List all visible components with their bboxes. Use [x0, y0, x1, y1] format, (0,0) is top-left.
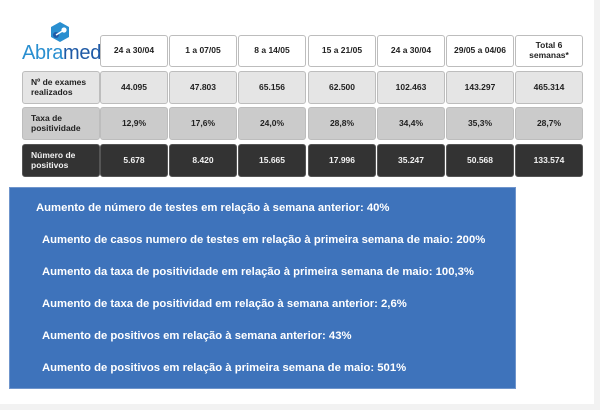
table-cell: 47.803 [169, 71, 237, 104]
table-cell: 62.500 [308, 71, 376, 104]
highlight-item: Aumento da taxa de positividade em relaç… [42, 266, 474, 278]
abramed-logo: Abramed [22, 22, 102, 68]
table-cell: 28,8% [308, 107, 376, 140]
column-header: 1 a 07/05 [169, 35, 237, 67]
table-cell: 44.095 [100, 71, 168, 104]
table-cell: 17.996 [308, 144, 376, 177]
column-header: 29/05 a 04/06 [446, 35, 514, 67]
table-cell: 102.463 [377, 71, 445, 104]
table-cell: 65.156 [238, 71, 306, 104]
highlight-item: Aumento de taxa de positividad em relaçã… [42, 298, 407, 310]
column-header: 24 a 30/04 [100, 35, 168, 67]
table-cell: 5.678 [100, 144, 168, 177]
row-label: Nº de exames realizados [22, 71, 100, 104]
table-cell: 133.574 [515, 144, 583, 177]
column-header: Total 6 semanas* [515, 35, 583, 67]
row-label: Número de positivos [22, 144, 100, 177]
table-cell: 35,3% [446, 107, 514, 140]
table-cell: 143.297 [446, 71, 514, 104]
table-cell: 465.314 [515, 71, 583, 104]
table-cell: 34,4% [377, 107, 445, 140]
slide: Abramed 24 a 30/04 1 a 07/05 8 a 14/05 15 a… [0, 0, 594, 404]
column-header: 8 a 14/05 [238, 35, 306, 67]
column-header: 24 a 30/04 [377, 35, 445, 67]
highlights-panel: Aumento de número de testes em relação à… [9, 187, 516, 389]
table-cell: 24,0% [238, 107, 306, 140]
table-cell: 35.247 [377, 144, 445, 177]
table-cell: 8.420 [169, 144, 237, 177]
table-cell: 15.665 [238, 144, 306, 177]
table-cell: 50.568 [446, 144, 514, 177]
table-cell: 17,6% [169, 107, 237, 140]
highlight-item: Aumento de positivos em relação à semana… [42, 330, 352, 342]
highlight-item: Aumento de casos numero de testes em rel… [42, 234, 486, 246]
logo-text: Abramed [22, 42, 102, 64]
table-cell: 28,7% [515, 107, 583, 140]
abramed-hexagon-icon [51, 22, 69, 42]
highlight-item: Aumento de número de testes em relação à… [36, 202, 390, 214]
table-cell: 12,9% [100, 107, 168, 140]
row-label: Taxa de positividade [22, 107, 100, 140]
column-header: 15 a 21/05 [308, 35, 376, 67]
highlight-item: Aumento de positivos em relação à primei… [42, 362, 407, 374]
